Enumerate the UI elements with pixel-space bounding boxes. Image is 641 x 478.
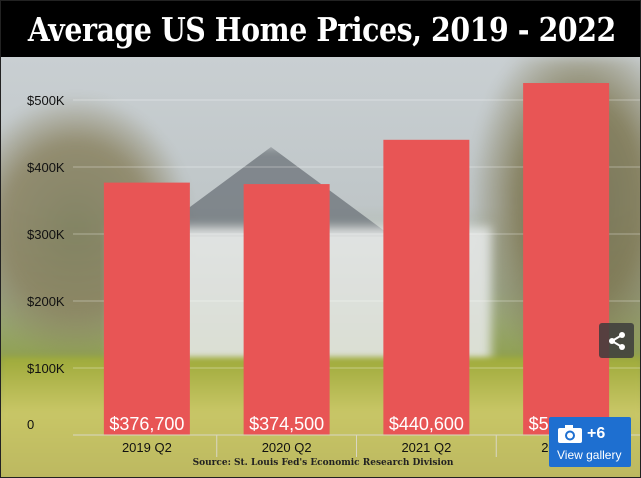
y-tick-label: $400K xyxy=(27,160,65,175)
y-tick-label: $200K xyxy=(27,294,65,309)
view-gallery-button[interactable]: +6 View gallery xyxy=(549,417,631,467)
x-tick-label: 2020 Q2 xyxy=(262,440,312,455)
share-button[interactable] xyxy=(599,323,634,358)
bar-chart: 0 $100K $200K $300K $400K $500K $376,700 2019 Q… xyxy=(27,83,640,468)
y-tick-label: 0 xyxy=(27,417,34,432)
title-bar: Average US Home Prices, 2019 - 2022 xyxy=(1,1,640,57)
share-icon xyxy=(608,331,625,350)
source-note: Source: St. Louis Fed's Economic Researc… xyxy=(193,458,454,468)
x-tick-label: 2021 Q2 xyxy=(401,440,451,455)
bar xyxy=(383,139,470,435)
x-tick-label: 2019 Q2 xyxy=(122,440,172,455)
gallery-count: +6 xyxy=(587,425,606,442)
gallery-top-row: +6 xyxy=(557,423,625,445)
bar xyxy=(523,83,610,435)
bar-layer xyxy=(103,83,610,435)
y-tick-label: $100K xyxy=(27,361,65,376)
chart-title: Average US Home Prices, 2019 - 2022 xyxy=(27,9,616,49)
bar-value-label: $374,500 xyxy=(249,414,324,434)
bar-value-label: $376,700 xyxy=(109,414,184,434)
camera-icon xyxy=(558,425,582,443)
y-tick-label: $300K xyxy=(27,227,65,242)
bar xyxy=(243,184,330,435)
gallery-label: View gallery xyxy=(557,448,622,462)
y-tick-label: $500K xyxy=(27,93,65,108)
bar-value-label: $440,600 xyxy=(389,414,464,434)
bar xyxy=(103,182,190,435)
